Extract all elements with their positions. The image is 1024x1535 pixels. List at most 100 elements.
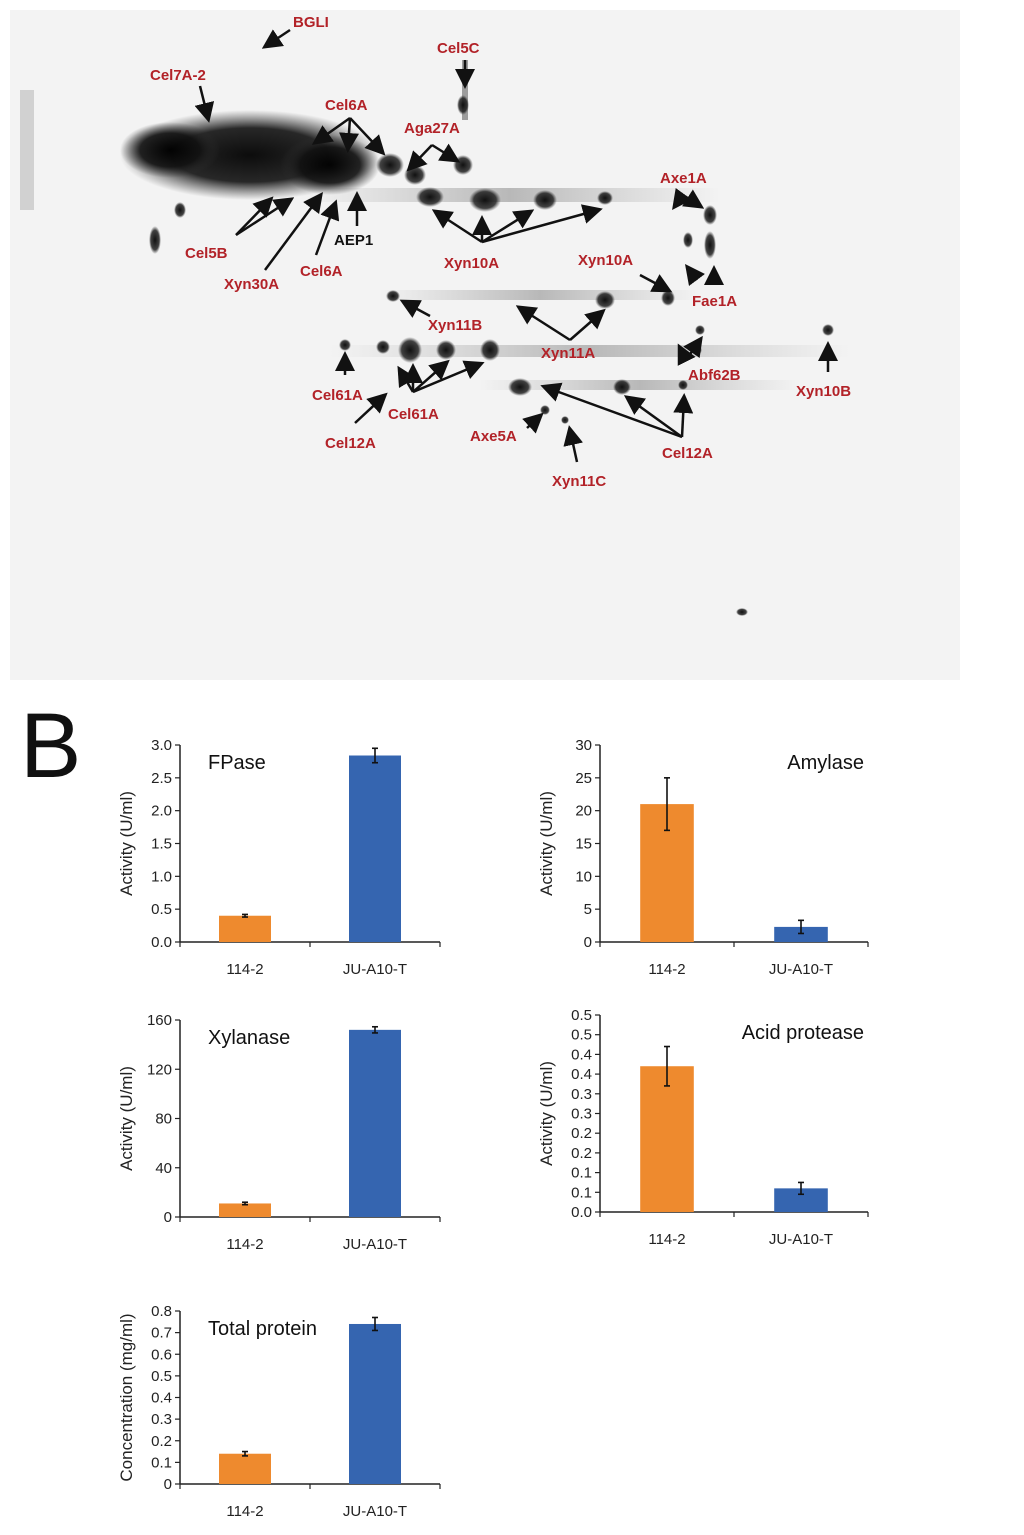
- y-tick-label: 25: [575, 770, 592, 787]
- bar: [349, 1323, 401, 1484]
- x-tick-label: 114-2: [226, 961, 263, 978]
- gel-spot: [386, 290, 400, 302]
- gel-label: Cel12A: [325, 435, 376, 452]
- x-tick-label: JU-A10-T: [343, 1236, 407, 1253]
- gel-label: Abf62B: [688, 367, 741, 384]
- y-tick-label: 80: [155, 1111, 172, 1128]
- y-tick-label: 0.5: [151, 901, 172, 918]
- gel-streak: [300, 188, 720, 202]
- gel-label: Aga27A: [404, 120, 460, 137]
- gel-spot: [678, 380, 688, 390]
- gel-label: AEP1: [334, 232, 373, 249]
- bar: [774, 926, 828, 942]
- gel-label: Cel5C: [437, 40, 480, 57]
- gel-label: Cel61A: [312, 387, 363, 404]
- y-tick-label: 2.5: [151, 770, 172, 787]
- gel-spot: [469, 188, 501, 212]
- bar: [640, 1066, 694, 1212]
- x-tick-label: JU-A10-T: [769, 961, 833, 978]
- y-tick-label: 0.3: [571, 1086, 592, 1103]
- gel-spot: [540, 405, 550, 415]
- gel-spot: [695, 325, 705, 335]
- gel-label: Xyn11C: [552, 473, 606, 490]
- gel-spot: [597, 191, 613, 205]
- gel-streak: [380, 290, 700, 300]
- y-tick-label: 0.4: [151, 1390, 172, 1407]
- gel-spot: [703, 205, 717, 225]
- x-tick-label: JU-A10-T: [343, 961, 407, 978]
- y-tick-label: 160: [147, 1012, 172, 1029]
- y-tick-label: 0.4: [571, 1066, 592, 1083]
- y-tick-label: 0.4: [571, 1046, 592, 1063]
- y-tick-label: 15: [575, 836, 592, 853]
- y-tick-label: 0.1: [571, 1184, 592, 1201]
- gel-spot: [508, 378, 532, 396]
- gel-streak: [20, 90, 34, 210]
- gel-spot: [822, 324, 834, 336]
- gel-spot: [736, 608, 748, 616]
- gel-spot: [661, 290, 675, 306]
- y-tick-label: 0.0: [571, 1204, 592, 1221]
- gel-spot: [480, 339, 500, 361]
- y-axis-title: Activity (U/ml): [537, 791, 556, 896]
- y-tick-label: 0.0: [151, 934, 172, 951]
- y-tick-label: 30: [575, 737, 592, 754]
- gel-label: Axe5A: [470, 428, 517, 445]
- gel-spot: [339, 339, 351, 351]
- gel-spot: [533, 190, 557, 210]
- gel-label: Cel6A: [325, 97, 368, 114]
- y-tick-label: 1.0: [151, 868, 172, 885]
- gel-label: Cel12A: [662, 445, 713, 462]
- gel-spot: [561, 416, 569, 424]
- gel-spot: [457, 95, 469, 115]
- gel-label: Xyn10A: [444, 255, 499, 272]
- y-tick-label: 0.2: [571, 1125, 592, 1142]
- y-tick-label: 0.2: [151, 1433, 172, 1450]
- x-tick-label: JU-A10-T: [769, 1231, 833, 1248]
- gel-label: Xyn11A: [541, 345, 595, 362]
- chart-title: Total protein: [208, 1318, 317, 1340]
- y-tick-label: 0.3: [571, 1106, 592, 1123]
- y-tick-label: 3.0: [151, 737, 172, 754]
- x-tick-label: 114-2: [226, 1236, 263, 1253]
- gel-label: Fae1A: [692, 293, 737, 310]
- gel-label: BGLI: [293, 14, 329, 31]
- panel-letter-b: B: [20, 695, 82, 797]
- y-tick-label: 0.2: [571, 1145, 592, 1162]
- gel-label: Cel6A: [300, 263, 343, 280]
- y-tick-label: 0.6: [151, 1346, 172, 1363]
- gel-spot: [595, 291, 615, 309]
- chart-title: Amylase: [787, 752, 864, 774]
- gel-label: Xyn10B: [796, 383, 851, 400]
- gel-streak: [462, 60, 468, 120]
- bar: [349, 755, 401, 942]
- y-axis-title: Concentration (mg/ml): [117, 1313, 136, 1481]
- y-tick-label: 120: [147, 1061, 172, 1078]
- gel-spot: [416, 187, 444, 207]
- gel-label: Cel7A-2: [150, 67, 206, 84]
- gel-spot: [149, 226, 161, 254]
- y-tick-label: 1.5: [151, 836, 172, 853]
- y-axis-title: Activity (U/ml): [117, 791, 136, 896]
- y-tick-label: 20: [575, 803, 592, 820]
- y-tick-label: 0.1: [571, 1165, 592, 1182]
- bar: [349, 1029, 401, 1217]
- chart-title: FPase: [208, 752, 266, 774]
- gel-smear: [120, 122, 220, 178]
- y-tick-label: 0.3: [151, 1411, 172, 1428]
- gel-spot: [376, 153, 404, 177]
- bar: [774, 1188, 828, 1212]
- x-tick-label: JU-A10-T: [343, 1503, 407, 1520]
- y-tick-label: 5: [584, 901, 592, 918]
- y-tick-label: 0.8: [151, 1303, 172, 1320]
- y-axis-title: Activity (U/ml): [537, 1061, 556, 1166]
